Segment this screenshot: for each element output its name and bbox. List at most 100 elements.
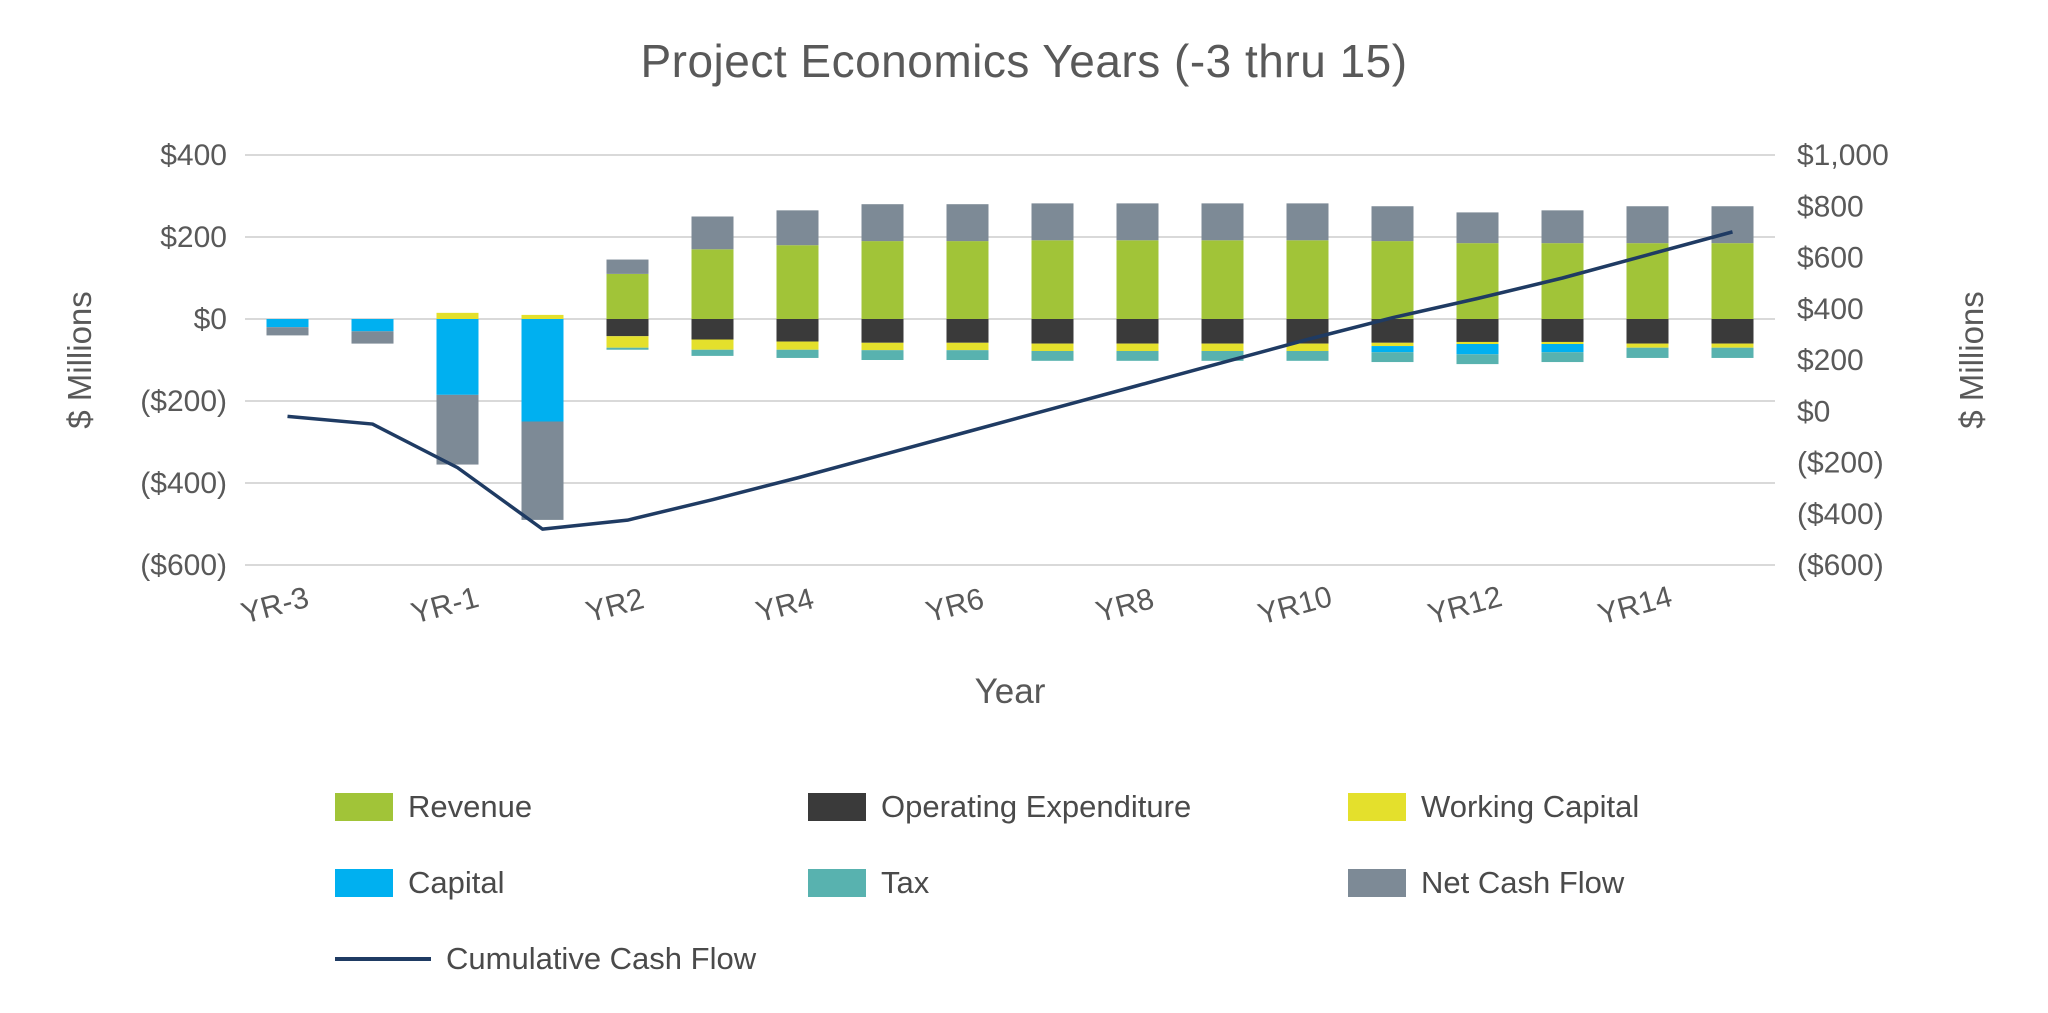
bar-segment-working-capital <box>1116 343 1159 351</box>
bar-segment-tax <box>1456 354 1499 365</box>
legend-item-tax: Tax <box>808 864 1348 902</box>
bar-segment-revenue <box>1711 243 1754 319</box>
bar-segment-operating-expenditure <box>691 319 734 340</box>
bar-segment-operating-expenditure <box>1031 319 1074 344</box>
bar-segment-working-capital <box>1456 341 1499 345</box>
bar-segment-operating-expenditure <box>1201 319 1244 344</box>
legend-color-swatch <box>808 793 866 821</box>
right-axis-tick-label: $800 <box>1797 190 1864 223</box>
x-category-label: YR4 <box>753 582 818 629</box>
bar-segment-revenue <box>1031 240 1074 319</box>
bar-segment-tax <box>1371 352 1414 363</box>
bar-segment-operating-expenditure <box>1456 319 1499 342</box>
bar-segment-operating-expenditure <box>946 319 989 343</box>
x-category-label: YR-3 <box>238 581 313 631</box>
left-axis-tick-label: $400 <box>160 139 227 172</box>
bar-segment-operating-expenditure <box>1541 319 1584 342</box>
bar-segment-net-cash-flow <box>861 204 904 242</box>
x-category-label: YR6 <box>923 582 988 629</box>
bar-segment-tax <box>946 350 989 360</box>
bar-segment-net-cash-flow <box>1116 203 1159 241</box>
legend-color-swatch <box>1348 869 1406 897</box>
bar-segment-revenue <box>1371 241 1414 319</box>
bar-segment-tax <box>1541 352 1584 363</box>
bar-segment-revenue <box>606 273 649 319</box>
bar-segment-capital <box>1456 344 1499 355</box>
left-axis-tick-label: $200 <box>160 221 227 254</box>
bar-segment-working-capital <box>1711 343 1754 348</box>
left-axis-tick-label: ($400) <box>140 467 227 500</box>
bar-segment-working-capital <box>1201 343 1244 351</box>
bar-segment-net-cash-flow <box>521 421 564 520</box>
legend-label: Revenue <box>408 789 533 824</box>
x-category-label: YR-1 <box>408 581 483 631</box>
legend-label: Tax <box>881 865 930 900</box>
bar-segment-revenue <box>861 241 904 319</box>
bar-segment-net-cash-flow <box>946 204 989 242</box>
bar-segment-tax <box>776 349 819 358</box>
right-axis-tick-label: ($600) <box>1797 549 1884 582</box>
bar-segment-capital <box>1371 346 1414 353</box>
bar-segment-net-cash-flow <box>1541 210 1584 244</box>
x-category-label: YR2 <box>583 582 648 629</box>
legend-item-cumulative-cash-flow: Cumulative Cash Flow <box>335 940 808 978</box>
bar-segment-revenue <box>1201 240 1244 319</box>
legend-label: Capital <box>408 865 505 900</box>
legend-line-swatch <box>335 945 431 973</box>
bar-segment-tax <box>861 350 904 360</box>
right-axis-tick-label: $600 <box>1797 242 1864 275</box>
bar-segment-tax <box>1711 347 1754 358</box>
legend-color-swatch <box>1348 793 1406 821</box>
bar-segment-operating-expenditure <box>1626 319 1669 344</box>
bar-segment-working-capital <box>946 342 989 351</box>
bar-segment-capital <box>266 319 309 328</box>
x-category-label: YR12 <box>1425 580 1506 631</box>
bar-segment-working-capital <box>1286 343 1329 351</box>
legend: Revenue Operating Expenditure Working Capi… <box>335 788 1948 978</box>
legend-label: Operating Expenditure <box>881 789 1192 824</box>
cumulative-cash-flow-line <box>287 230 1733 531</box>
bar-segment-net-cash-flow <box>351 331 394 344</box>
bar-segment-net-cash-flow <box>691 216 734 250</box>
bar-segment-capital <box>351 319 394 332</box>
x-category-label: YR10 <box>1255 580 1336 631</box>
legend-label: Cumulative Cash Flow <box>446 941 757 976</box>
legend-item-revenue: Revenue <box>335 788 808 826</box>
right-axis-tick-label: $0 <box>1797 395 1830 428</box>
bar-segment-operating-expenditure <box>1711 319 1754 344</box>
bar-segment-tax <box>1626 347 1669 358</box>
bar-segment-working-capital <box>1371 342 1414 347</box>
legend-color-swatch <box>808 869 866 897</box>
bar-segment-revenue <box>691 249 734 319</box>
bar-segment-net-cash-flow <box>1286 203 1329 241</box>
bar-segment-tax <box>606 347 649 350</box>
bar-segment-capital <box>1541 344 1584 353</box>
bar-segment-working-capital <box>436 312 479 319</box>
right-axis-tick-label: $1,000 <box>1797 139 1889 172</box>
bar-segment-working-capital <box>776 341 819 350</box>
legend-label: Net Cash Flow <box>1421 865 1625 900</box>
bar-segment-tax <box>1031 350 1074 361</box>
bar-segment-net-cash-flow <box>1626 206 1669 244</box>
bar-segment-revenue <box>776 245 819 319</box>
bar-segment-net-cash-flow <box>266 327 309 336</box>
bar-segment-net-cash-flow <box>606 259 649 274</box>
legend-item-net-cash-flow: Net Cash Flow <box>1348 864 1948 902</box>
bar-segment-revenue <box>1286 240 1329 319</box>
bar-segment-working-capital <box>861 342 904 351</box>
bar-segment-operating-expenditure <box>606 319 649 337</box>
bar-segment-net-cash-flow <box>1031 203 1074 241</box>
bar-segment-revenue <box>1116 240 1159 319</box>
x-axis-title: Year <box>974 672 1046 711</box>
left-axis-tick-label: ($200) <box>140 385 227 418</box>
bar-segment-working-capital <box>1626 343 1669 348</box>
bar-segment-working-capital <box>1541 341 1584 345</box>
legend-color-swatch <box>335 869 393 897</box>
bar-segment-capital <box>436 319 479 395</box>
bar-segment-working-capital <box>606 336 649 348</box>
legend-label: Working Capital <box>1421 789 1640 824</box>
bar-segment-net-cash-flow <box>1371 206 1414 242</box>
bar-segment-tax <box>691 349 734 356</box>
bar-segment-net-cash-flow <box>1201 203 1244 241</box>
